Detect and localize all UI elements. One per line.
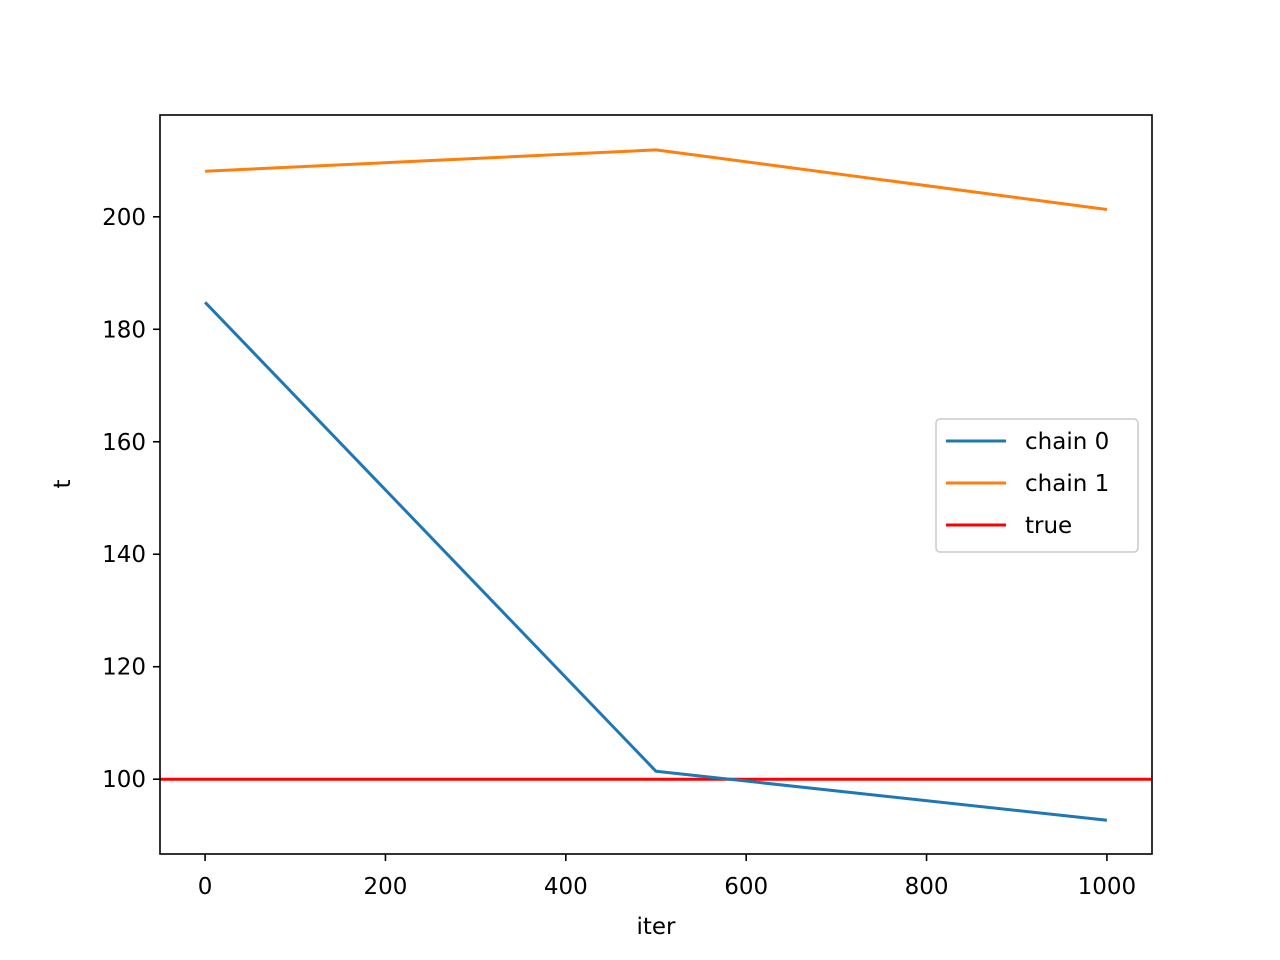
legend: chain 0 chain 1 true xyxy=(935,418,1139,553)
legend-label-chain-0: chain 0 xyxy=(1025,429,1109,455)
x-tick-label: 0 xyxy=(198,874,213,900)
y-tick-label: 200 xyxy=(102,205,146,231)
legend-label-true: true xyxy=(1025,513,1072,539)
legend-box xyxy=(935,418,1139,553)
legend-label-chain-1: chain 1 xyxy=(1025,471,1109,497)
y-tick-label: 180 xyxy=(102,317,146,343)
y-tick-label: 140 xyxy=(102,542,146,568)
plot-frame xyxy=(159,114,1153,855)
series-line-chain-1 xyxy=(205,148,1108,211)
x-tick-label: 200 xyxy=(364,874,408,900)
x-tick-label: 400 xyxy=(544,874,588,900)
x-axis-label: iter xyxy=(636,914,676,940)
series-line-chain-0 xyxy=(204,301,1108,822)
y-axis-label: t xyxy=(50,479,76,488)
lines-layer xyxy=(160,148,1152,822)
x-tick-label: 600 xyxy=(724,874,768,900)
y-tick-label: 160 xyxy=(102,430,146,456)
ticks-layer: 0 200 400 600 800 1000 100 120 140 160 180 200 xyxy=(102,205,1136,900)
y-tick-label: 100 xyxy=(102,767,146,793)
x-tick-label: 1000 xyxy=(1078,874,1137,900)
x-tick-label: 800 xyxy=(905,874,949,900)
y-tick-label: 120 xyxy=(102,655,146,681)
